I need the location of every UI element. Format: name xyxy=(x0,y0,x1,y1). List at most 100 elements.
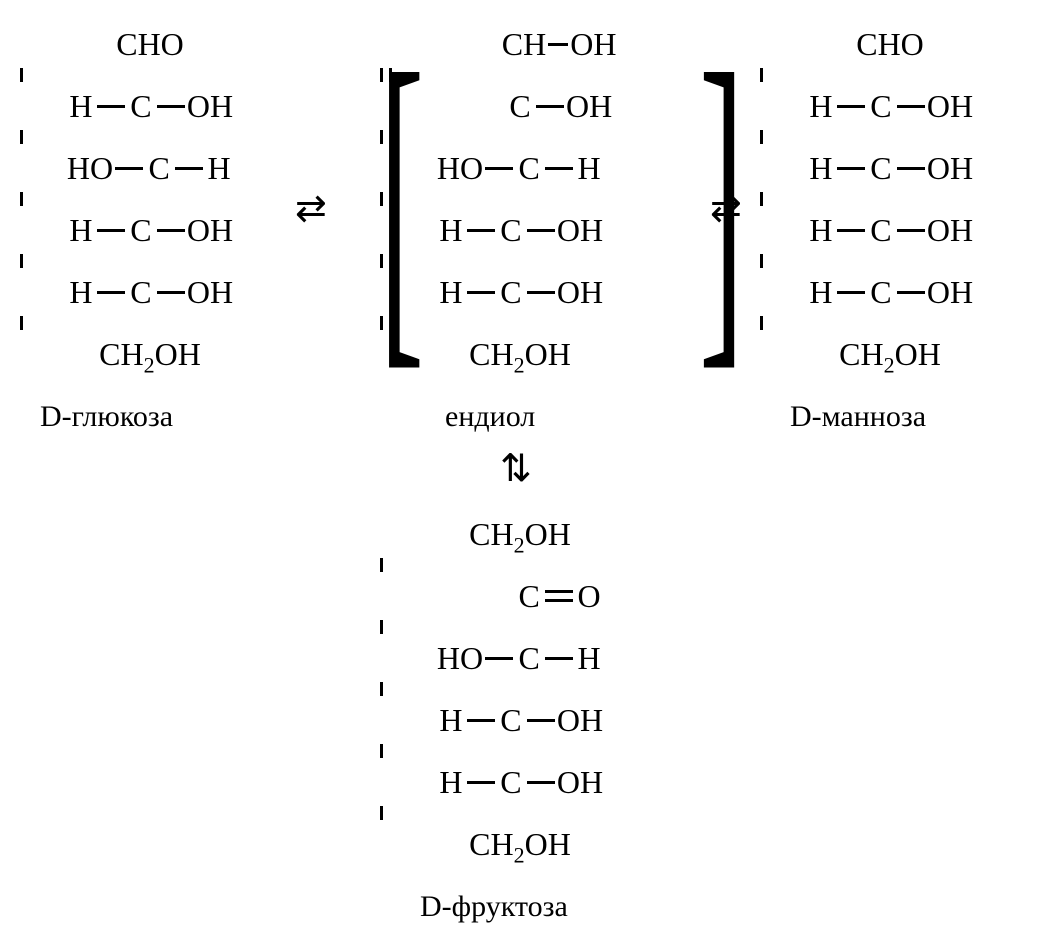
atom: C xyxy=(515,580,543,612)
equilibrium-arrow-vertical-icon: ⇅ xyxy=(500,450,532,488)
atom: H xyxy=(437,214,465,246)
atom: C xyxy=(867,276,895,308)
vertical-bond xyxy=(380,620,383,634)
horizontal-bond xyxy=(536,105,564,108)
atom: CH2OH xyxy=(469,518,571,550)
molecule-mannose: CHO H C OH H C OH H C OH H xyxy=(760,20,1020,378)
atom: OH xyxy=(557,704,603,736)
atom: CH2OH xyxy=(839,338,941,370)
atom: HO xyxy=(437,642,483,674)
atom: OH xyxy=(557,766,603,798)
atom: OH xyxy=(927,214,973,246)
atom: C xyxy=(867,152,895,184)
horizontal-bond xyxy=(485,167,513,170)
horizontal-bond xyxy=(897,105,925,108)
atom: OH xyxy=(927,90,973,122)
horizontal-bond xyxy=(175,167,203,170)
atom: H xyxy=(807,214,835,246)
horizontal-bond xyxy=(548,43,568,46)
bracket-left: [ xyxy=(379,22,424,379)
label-glucose: D-глюкоза xyxy=(40,400,173,434)
horizontal-bond xyxy=(115,167,143,170)
horizontal-double-bond xyxy=(545,590,573,602)
atom: C xyxy=(497,766,525,798)
atom: H xyxy=(575,152,603,184)
atom: C xyxy=(515,642,543,674)
atom: H xyxy=(205,152,233,184)
atom: CHO xyxy=(116,28,184,60)
horizontal-bond xyxy=(527,719,555,722)
atom: H xyxy=(67,276,95,308)
horizontal-bond xyxy=(97,291,125,294)
equilibrium-arrow-icon: ⇄ xyxy=(710,190,742,228)
atom: OH xyxy=(187,276,233,308)
atom: HO xyxy=(67,152,113,184)
atom: C xyxy=(145,152,173,184)
horizontal-bond xyxy=(897,229,925,232)
atom: C xyxy=(515,152,543,184)
atom: OH xyxy=(557,276,603,308)
horizontal-bond xyxy=(467,229,495,232)
label-mannose: D-манноза xyxy=(790,400,926,434)
atom: C xyxy=(506,90,534,122)
atom: CH2OH xyxy=(469,338,571,370)
atom: O xyxy=(575,580,603,612)
atom: C xyxy=(867,214,895,246)
vertical-bond xyxy=(380,744,383,758)
atom: CHO xyxy=(856,28,924,60)
atom: C xyxy=(497,214,525,246)
atom: OH xyxy=(927,276,973,308)
vertical-bond xyxy=(760,192,763,206)
atom: OH xyxy=(566,90,612,122)
atom: HO xyxy=(437,152,483,184)
horizontal-bond xyxy=(527,229,555,232)
horizontal-bond xyxy=(545,167,573,170)
atom: OH xyxy=(187,214,233,246)
vertical-bond xyxy=(760,316,763,330)
atom: CH2OH xyxy=(99,338,201,370)
atom: C xyxy=(127,90,155,122)
horizontal-bond xyxy=(97,229,125,232)
vertical-bond xyxy=(20,68,23,82)
horizontal-bond xyxy=(837,167,865,170)
label-fructose: D-фруктоза xyxy=(420,890,568,924)
equilibrium-arrow-icon: ⇄ xyxy=(295,190,327,228)
horizontal-bond xyxy=(837,105,865,108)
atom: H xyxy=(67,90,95,122)
atom: H xyxy=(437,276,465,308)
horizontal-bond xyxy=(527,781,555,784)
horizontal-bond xyxy=(157,229,185,232)
horizontal-bond xyxy=(837,229,865,232)
atom: C xyxy=(127,214,155,246)
horizontal-bond xyxy=(97,105,125,108)
horizontal-bond xyxy=(467,781,495,784)
vertical-bond xyxy=(380,806,383,820)
horizontal-bond xyxy=(485,657,513,660)
atom: OH xyxy=(927,152,973,184)
vertical-bond xyxy=(760,68,763,82)
horizontal-bond xyxy=(157,105,185,108)
atom: H xyxy=(437,766,465,798)
vertical-bond xyxy=(760,130,763,144)
atom: H xyxy=(437,704,465,736)
vertical-bond xyxy=(760,254,763,268)
atom: H xyxy=(807,152,835,184)
horizontal-bond xyxy=(897,291,925,294)
horizontal-bond xyxy=(467,291,495,294)
vertical-bond xyxy=(20,254,23,268)
atom: CH xyxy=(502,28,546,60)
vertical-bond xyxy=(20,130,23,144)
atom: C xyxy=(127,276,155,308)
vertical-bond xyxy=(380,558,383,572)
horizontal-bond xyxy=(837,291,865,294)
molecule-fructose: CH2OH HO C O HO C H H C xyxy=(380,510,660,868)
horizontal-bond xyxy=(157,291,185,294)
atom: H xyxy=(67,214,95,246)
atom: OH xyxy=(570,28,616,60)
horizontal-bond xyxy=(897,167,925,170)
atom: H xyxy=(575,642,603,674)
atom: C xyxy=(867,90,895,122)
horizontal-bond xyxy=(467,719,495,722)
atom: OH xyxy=(187,90,233,122)
vertical-bond xyxy=(20,192,23,206)
